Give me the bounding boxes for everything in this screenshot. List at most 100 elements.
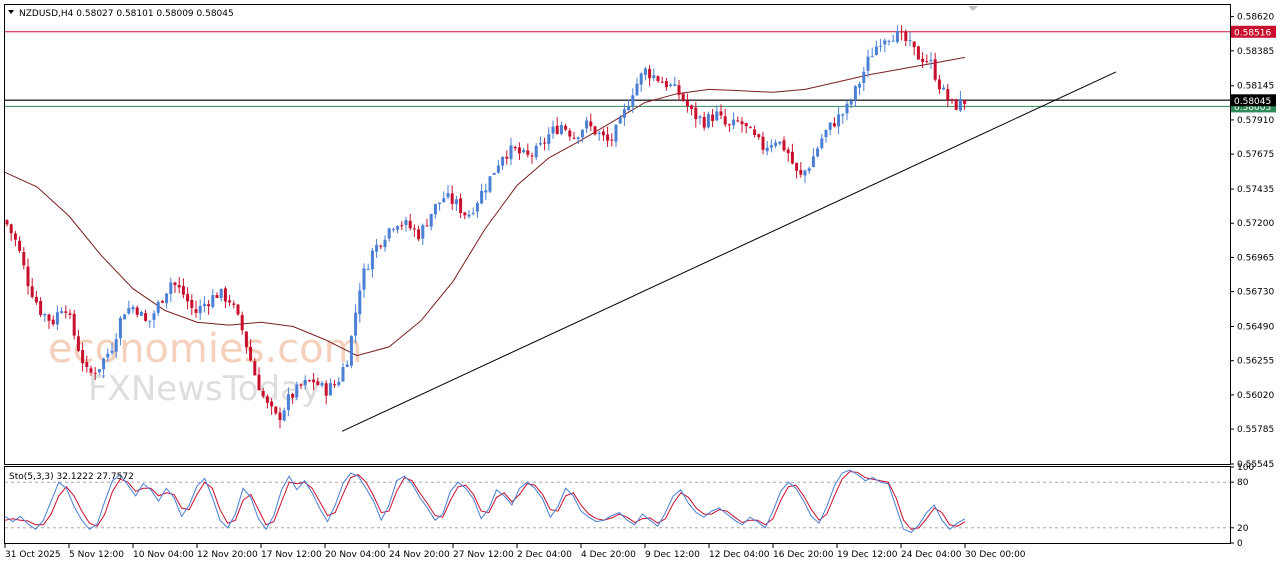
bearish-candle (228, 300, 232, 303)
bearish-candle (916, 46, 920, 60)
bullish-candle (547, 134, 551, 144)
bullish-candle (858, 83, 862, 88)
bullish-candle (375, 244, 379, 252)
bearish-candle (912, 41, 916, 48)
x-tick-label: 10 Nov 04:00 (133, 550, 194, 560)
bullish-candle (421, 225, 425, 239)
bearish-candle (236, 304, 240, 315)
bearish-candle (232, 303, 236, 305)
bearish-candle (568, 130, 572, 137)
bullish-candle (139, 311, 143, 316)
bearish-candle (400, 225, 404, 227)
bearish-candle (664, 81, 668, 88)
x-tick-label: 19 Dec 12:00 (837, 550, 898, 560)
bullish-candle (597, 132, 601, 134)
bullish-candle (454, 199, 458, 205)
bullish-candle (879, 45, 883, 47)
bearish-candle (274, 406, 278, 414)
y-tick-label: 0.55545 (1237, 460, 1274, 470)
bullish-candle (870, 56, 874, 58)
bearish-candle (702, 116, 706, 128)
bearish-candle (64, 311, 68, 313)
bullish-candle (866, 56, 870, 71)
bearish-candle (753, 129, 757, 135)
bearish-candle (685, 100, 689, 106)
bullish-candle (349, 336, 353, 366)
sto-tick-label: 0 (1237, 539, 1243, 549)
bullish-candle (643, 68, 647, 75)
bullish-candle (442, 198, 446, 203)
bearish-candle (799, 170, 803, 175)
bullish-candle (387, 228, 391, 239)
bearish-candle (648, 69, 652, 79)
x-tick-label: 4 Dec 20:00 (581, 550, 636, 560)
bullish-candle (488, 176, 492, 192)
bearish-candle (921, 58, 925, 63)
bearish-candle (307, 380, 311, 382)
bullish-candle (807, 168, 811, 172)
price-label-box (1231, 25, 1276, 38)
bearish-candle (223, 288, 227, 302)
bearish-candle (18, 240, 22, 251)
bearish-candle (744, 122, 748, 127)
bullish-candle (496, 165, 500, 173)
bearish-candle (144, 313, 148, 321)
bullish-candle (874, 46, 878, 55)
bearish-candle (51, 319, 55, 325)
price-label-0.58516: 0.58516 (1234, 28, 1271, 38)
bullish-candle (891, 40, 895, 42)
bullish-candle (774, 142, 778, 146)
bearish-candle (186, 294, 190, 302)
bullish-candle (202, 303, 206, 307)
bullish-candle (551, 126, 555, 134)
stochastic-main-line (4, 469, 966, 533)
bearish-candle (900, 31, 904, 33)
bullish-candle (123, 314, 127, 320)
stochastic-signal-line (4, 471, 966, 530)
bullish-candle (127, 308, 131, 314)
bullish-candle (383, 239, 387, 248)
bearish-candle (736, 120, 740, 122)
bullish-candle (618, 117, 622, 124)
bullish-candle (391, 229, 395, 231)
y-tick-label: 0.56730 (1237, 288, 1274, 298)
bullish-candle (165, 293, 169, 304)
bullish-candle (635, 83, 639, 96)
bearish-candle (904, 31, 908, 41)
bearish-candle (5, 220, 9, 225)
bearish-candle (711, 114, 715, 121)
candles (5, 25, 967, 429)
price-label-0.58003: 0.58003 (1234, 103, 1271, 113)
bullish-candle (320, 382, 324, 386)
bearish-candle (9, 224, 13, 234)
bearish-candle (656, 76, 660, 82)
scroll-marker-icon[interactable] (968, 6, 978, 11)
bearish-candle (719, 111, 723, 116)
bearish-candle (795, 162, 799, 171)
bearish-candle (278, 412, 282, 420)
y-tick-label: 0.56490 (1237, 323, 1274, 333)
bearish-candle (694, 107, 698, 120)
collapse-triangle-icon[interactable] (8, 10, 14, 14)
bullish-candle (631, 95, 635, 106)
bearish-candle (72, 313, 76, 336)
bullish-candle (816, 148, 820, 157)
bearish-candle (257, 374, 261, 391)
bullish-candle (765, 147, 769, 152)
bullish-candle (732, 119, 736, 126)
bullish-candle (862, 71, 866, 83)
x-tick-label: 12 Nov 20:00 (197, 550, 258, 560)
bearish-candle (412, 228, 416, 230)
bearish-candle (677, 85, 681, 95)
bullish-candle (55, 312, 59, 325)
x-tick-label: 24 Nov 20:00 (389, 550, 450, 560)
y-tick-label: 0.58385 (1237, 47, 1274, 57)
bearish-candle (601, 131, 605, 136)
bearish-candle (26, 266, 30, 287)
bearish-candle (425, 225, 429, 227)
bearish-candle (215, 294, 219, 298)
trendline[interactable] (341, 71, 1117, 432)
bullish-candle (370, 250, 374, 270)
bearish-candle (761, 136, 765, 150)
